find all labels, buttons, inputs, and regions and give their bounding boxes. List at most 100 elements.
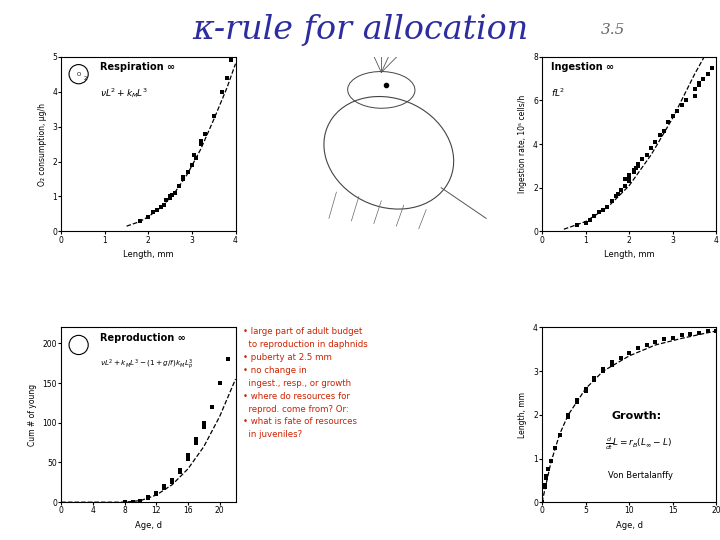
Point [645,144,657,153]
Point [147,208,158,217]
X-axis label: Length, mm: Length, mm [123,250,174,259]
Point [143,494,154,503]
Point [641,151,652,159]
Point [198,422,210,431]
Point [198,418,210,427]
Point [158,484,170,492]
Point [619,181,631,190]
Point [589,373,600,382]
Point [606,358,618,367]
Y-axis label: O₂ consumption, µg/h: O₂ consumption, µg/h [37,103,47,186]
Point [541,474,552,483]
Point [168,188,180,197]
Point [208,112,220,120]
Point [658,126,670,135]
Point [225,56,237,64]
Point [624,172,635,181]
Text: O: O [76,72,81,77]
Point [150,488,162,497]
Point [698,74,709,83]
Point [151,206,163,215]
Point [164,192,176,201]
Point [135,496,146,505]
X-axis label: Age, d: Age, d [135,521,162,530]
Point [649,338,661,346]
Point [536,498,548,507]
Point [654,131,665,140]
Point [676,100,688,109]
Y-axis label: Cum # of young: Cum # of young [28,384,37,446]
Point [554,430,565,439]
Point [127,498,138,507]
Text: Von Bertalanffy: Von Bertalanffy [608,471,673,480]
Point [580,387,591,395]
Point [191,154,202,163]
Point [624,348,635,357]
Point [182,454,194,463]
Point [611,192,622,201]
Point [182,168,194,177]
Point [571,397,582,406]
Point [598,367,609,375]
Point [174,468,186,476]
Point [190,434,202,443]
Point [615,354,626,362]
Point [173,181,184,190]
Point [217,87,228,96]
Point [156,202,167,211]
Point [189,150,200,159]
Text: $\nu L^2 + k_M L^3 - (1+g/f)k_M L_p^3$: $\nu L^2 + k_M L^3 - (1+g/f)k_M L_p^3$ [99,357,193,372]
Point [598,205,609,214]
Point [545,456,557,465]
Text: 3.5: 3.5 [601,23,626,37]
Point [150,490,162,498]
Point [199,129,211,138]
Point [636,155,648,164]
Point [190,438,202,447]
Point [164,194,176,202]
X-axis label: Age, d: Age, d [616,521,643,530]
Point [702,327,714,336]
Point [195,136,207,145]
Point [606,360,618,369]
Point [689,85,701,94]
Point [632,344,644,353]
Point [693,81,705,90]
Point [619,174,631,183]
Point [584,216,595,225]
Point [541,471,552,480]
Point [134,217,145,225]
Point [598,364,609,373]
Text: κ-rule for allocation: κ-rule for allocation [192,14,528,45]
Point [549,443,561,452]
Point [680,96,692,105]
Point [580,384,591,393]
Point [186,161,198,170]
Point [649,138,661,146]
Point [658,335,670,343]
Point [160,195,171,204]
Point [174,466,186,475]
Point [542,465,554,474]
Point [602,203,613,212]
Point [702,70,714,78]
Point [628,166,639,174]
Point [214,379,225,387]
Point [693,79,705,87]
Point [667,111,678,120]
Point [143,213,154,222]
Point [158,201,169,210]
Point [166,478,178,487]
Point [676,331,688,340]
Point [689,92,701,100]
Point [589,376,600,384]
Point [177,173,189,181]
Y-axis label: Ingestion rate, 10⁵ cells/h: Ingestion rate, 10⁵ cells/h [518,95,528,193]
Point [613,190,624,199]
Point [222,355,233,363]
Point [143,492,154,501]
Text: Growth:: Growth: [612,411,662,421]
Point [562,410,574,419]
Point [624,177,635,186]
Point [589,212,600,220]
